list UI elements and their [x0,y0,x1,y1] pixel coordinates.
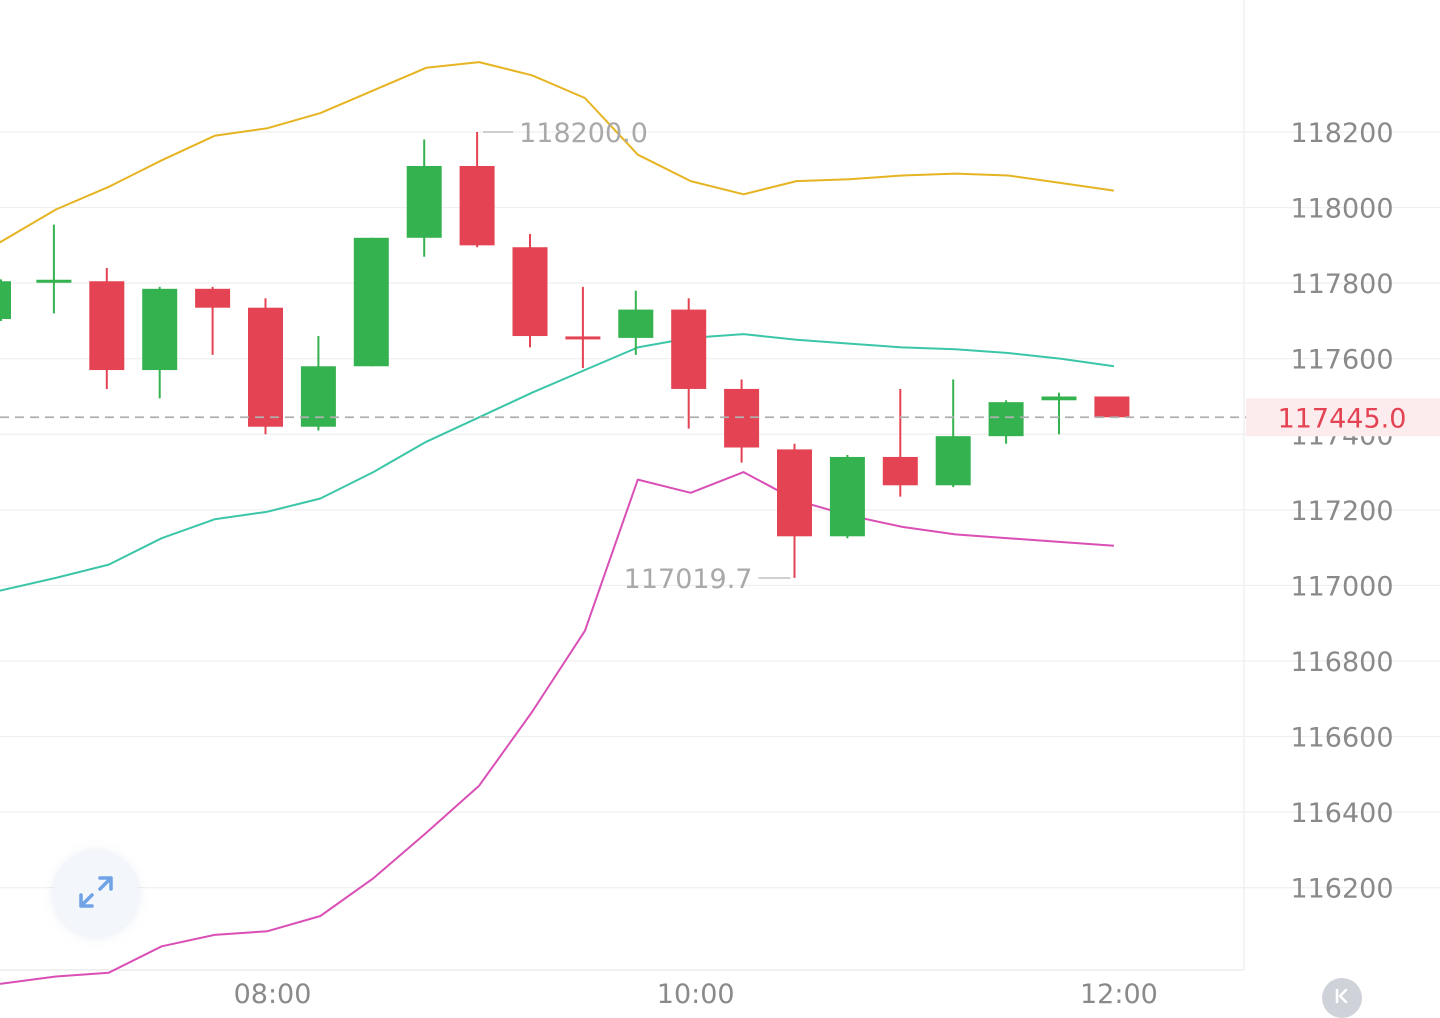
y-tick-label: 117000 [1290,571,1393,602]
candle-body [724,388,760,448]
candle-body [882,456,918,486]
candle[interactable] [935,379,971,488]
candle[interactable] [829,455,865,539]
middle-band-line [0,333,1115,592]
last-price-label: 117445.0 [1278,403,1407,434]
scroll-to-latest-button[interactable] [1322,978,1362,1018]
low-price-annotation: 117019.7 [624,564,753,595]
candle[interactable] [36,224,72,314]
candle[interactable] [248,298,283,435]
candle-body [406,166,442,238]
candle[interactable] [0,279,11,321]
candle-body [0,281,11,320]
y-tick-label: 116600 [1290,723,1393,754]
scroll-to-latest-icon [1332,986,1352,1010]
lower-band-line [0,471,1114,985]
x-tick-label: 12:00 [1080,979,1158,1010]
candle-body [512,247,548,337]
candles[interactable] [0,132,1130,578]
candle[interactable] [1094,396,1130,418]
candle-body [1041,396,1077,401]
y-tick-label: 116200 [1290,874,1393,905]
candle-body [618,309,654,338]
y-tick-label: 117800 [1290,269,1393,300]
candle-body [935,436,971,486]
x-axis: 08:00 10:00 12:00 [234,979,1158,1010]
candle-body [777,449,812,537]
x-tick-label: 08:00 [234,979,312,1010]
candle-body [671,309,707,389]
candle-body [248,307,283,427]
candle[interactable] [565,286,601,369]
candle[interactable] [353,237,389,367]
upper-band-line [0,61,1115,244]
candle[interactable] [618,290,654,355]
candle-body [195,288,231,308]
expand-button[interactable] [54,852,138,936]
candle[interactable] [406,139,442,257]
candle[interactable] [1041,392,1077,435]
candle[interactable] [512,234,548,348]
y-tick-label: 118000 [1290,194,1393,225]
candle-body [988,402,1024,437]
candle-body [565,336,601,340]
candle-body [89,281,125,371]
y-tick-label: 116800 [1290,647,1393,678]
candle-body [459,166,495,246]
last-price-marker: 117445.0 [0,398,1440,437]
candle-body [1094,396,1130,418]
y-tick-label: 118200 [1290,118,1393,149]
candle-body [142,288,178,371]
x-tick-label: 10:00 [657,979,735,1010]
y-tick-label: 116400 [1290,798,1393,829]
high-price-annotation: 118200.0 [519,118,648,149]
y-tick-label: 117200 [1290,496,1393,527]
candle[interactable] [882,388,918,497]
candle-body [353,237,389,367]
candle[interactable] [459,132,495,248]
price-annotations: 118200.0 117019.7 [483,118,791,595]
candle-body [36,279,72,283]
candle[interactable] [724,379,760,463]
candle[interactable] [777,443,812,578]
bollinger-bands [0,61,1115,985]
candle[interactable] [300,336,336,431]
candle[interactable] [195,286,231,355]
candle[interactable] [988,400,1024,444]
candle[interactable] [89,268,125,389]
y-axis: 1182001180001178001176001174001172001170… [1290,118,1393,905]
grid-lines [0,0,1440,971]
expand-diagonal-icon [73,869,119,919]
last-price-tag [1246,398,1440,437]
candle[interactable] [142,286,178,399]
y-tick-label: 117600 [1290,345,1393,376]
candle[interactable] [671,298,707,429]
candle-body [829,456,865,537]
